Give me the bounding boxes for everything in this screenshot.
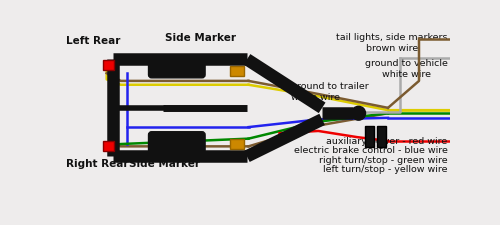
Text: Right Rear: Right Rear	[66, 160, 129, 169]
Text: tail lights, side markers
brown wire: tail lights, side markers brown wire	[336, 33, 448, 53]
Text: ground to trailer
white wire: ground to trailer white wire	[291, 82, 369, 102]
Text: Left Rear: Left Rear	[66, 36, 121, 46]
Circle shape	[352, 106, 366, 120]
Bar	[103, 60, 114, 70]
FancyBboxPatch shape	[148, 132, 205, 153]
Bar	[377, 126, 386, 147]
Text: auxiliary power - red wire: auxiliary power - red wire	[326, 137, 448, 146]
Text: ground to vehicle
white wire: ground to vehicle white wire	[365, 59, 448, 79]
Text: right turn/stop - green wire: right turn/stop - green wire	[319, 156, 448, 165]
Bar	[230, 65, 244, 76]
Bar	[230, 139, 244, 149]
Text: Side Marker: Side Marker	[165, 33, 236, 43]
Text: electric brake control - blue wire: electric brake control - blue wire	[294, 146, 448, 155]
Bar	[103, 141, 114, 151]
Text: Side Marker: Side Marker	[130, 160, 200, 169]
FancyBboxPatch shape	[148, 56, 205, 78]
Text: left turn/stop - yellow wire: left turn/stop - yellow wire	[323, 165, 448, 174]
Bar	[365, 126, 374, 147]
